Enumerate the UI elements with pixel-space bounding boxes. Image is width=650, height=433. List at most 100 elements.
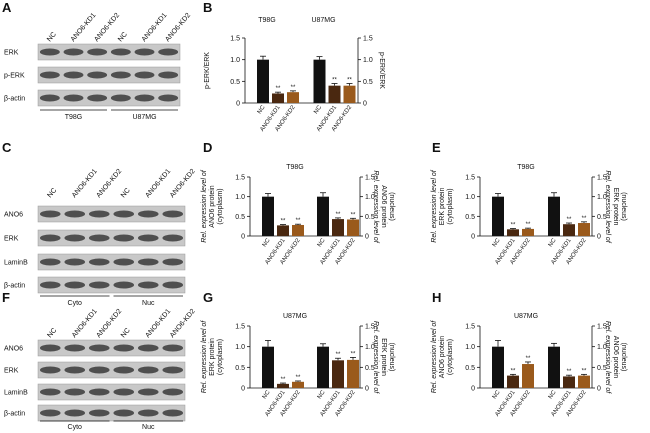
panel-letter: C <box>2 140 12 155</box>
bar <box>343 85 356 103</box>
lane-label: NC <box>117 31 129 43</box>
blot-band <box>88 409 110 417</box>
group-label: Nuc <box>142 300 155 307</box>
significance: ** <box>336 352 341 358</box>
significance: ** <box>511 223 516 229</box>
blot-band <box>39 94 60 102</box>
tick-label: 1.5 <box>365 175 375 182</box>
blot-band <box>158 94 179 102</box>
blot-band <box>113 258 135 266</box>
blot-strip <box>37 276 186 294</box>
tick-label: 1.5 <box>465 175 475 182</box>
significance: ** <box>281 219 286 225</box>
blot-band <box>64 409 86 417</box>
significance: ** <box>526 222 531 228</box>
tick-label: 0 <box>365 386 369 393</box>
bar <box>272 93 284 103</box>
blot-band <box>113 281 135 289</box>
tick-label: 1.5 <box>597 175 607 182</box>
significance: ** <box>351 212 356 218</box>
bar <box>507 229 519 236</box>
tick-label: 0.5 <box>235 365 245 372</box>
blot-band <box>88 388 110 396</box>
y-label: Rel. expression level of <box>372 170 379 243</box>
y-label: ERK protein <box>439 188 446 226</box>
blot-band <box>162 234 184 242</box>
bar <box>522 364 534 388</box>
blot-band <box>63 71 84 79</box>
significance: ** <box>582 368 587 374</box>
blot-band <box>87 94 108 102</box>
tick-label: 1.0 <box>465 344 475 351</box>
tick-label: 1.0 <box>235 344 245 351</box>
lane-label: NC <box>120 327 132 339</box>
significance: ** <box>567 217 572 223</box>
y-label: p-ERK/ERK <box>204 52 211 89</box>
blot-band <box>158 48 179 56</box>
panel-letter: E <box>432 140 441 155</box>
y-label: (nucleus) <box>620 343 627 372</box>
blot-strip <box>37 43 181 61</box>
y-label: (nucleus) <box>388 343 395 372</box>
bar <box>277 225 289 236</box>
tick-label: 1.5 <box>365 324 375 331</box>
significance: ** <box>526 356 531 362</box>
row-label: p-ERK <box>4 73 25 80</box>
bar <box>332 360 344 388</box>
blot-band <box>137 344 159 352</box>
tick-label: 0.5 <box>363 79 373 86</box>
panel-letter: D <box>203 140 212 155</box>
y-label: (nucleus) <box>388 192 395 221</box>
lane-label: NC <box>46 327 58 339</box>
bar <box>522 228 534 236</box>
significance: ** <box>276 86 281 92</box>
tick-label: 1.5 <box>363 36 373 43</box>
blot-band <box>39 281 61 289</box>
y-label: p-ERK/ERK <box>378 52 385 89</box>
tick-label: 0.5 <box>597 214 607 221</box>
significance: ** <box>511 368 516 374</box>
blot-band <box>39 210 61 218</box>
panel-letter: B <box>203 0 212 15</box>
bar <box>317 196 329 236</box>
bar <box>292 224 304 236</box>
blot-band <box>110 48 131 56</box>
tick-label: 1.0 <box>597 194 607 201</box>
blot-band <box>162 366 184 374</box>
blot-strip <box>37 253 186 271</box>
blot-band <box>113 234 135 242</box>
significance: ** <box>347 78 352 84</box>
y-label: Rel. expression level of <box>201 320 208 393</box>
x-tick-label: NC <box>548 237 558 248</box>
lane-label: NC <box>46 187 58 199</box>
bar <box>492 346 504 388</box>
significance: ** <box>336 212 341 218</box>
blot-band <box>64 234 86 242</box>
y-label: Rel. expression level of <box>431 169 438 242</box>
tick-label: 0 <box>365 234 369 241</box>
tick-label: 0.5 <box>230 79 240 86</box>
bar <box>262 196 274 236</box>
bar <box>507 375 519 388</box>
tick-label: 0 <box>471 386 475 393</box>
y-label: (cytoplasm) <box>217 339 224 375</box>
blot-band <box>88 344 110 352</box>
blot-band <box>110 71 131 79</box>
blot-band <box>39 409 61 417</box>
blot-band <box>39 71 60 79</box>
group-label: T98G <box>65 114 83 121</box>
chart-title: U87MG <box>283 313 307 320</box>
tick-label: 1.5 <box>465 324 475 331</box>
bar <box>347 219 359 236</box>
row-label: LaminB <box>4 260 28 267</box>
y-label: Rel. expression level of <box>604 170 611 243</box>
chart-title: T98G <box>517 164 535 171</box>
bar <box>563 224 575 236</box>
y-label: ERK protein <box>380 338 387 376</box>
blot-band <box>39 258 61 266</box>
blot-band <box>162 388 184 396</box>
y-label: ANO6 protein <box>380 185 387 228</box>
blot-strip <box>37 89 181 107</box>
blot-band <box>64 258 86 266</box>
